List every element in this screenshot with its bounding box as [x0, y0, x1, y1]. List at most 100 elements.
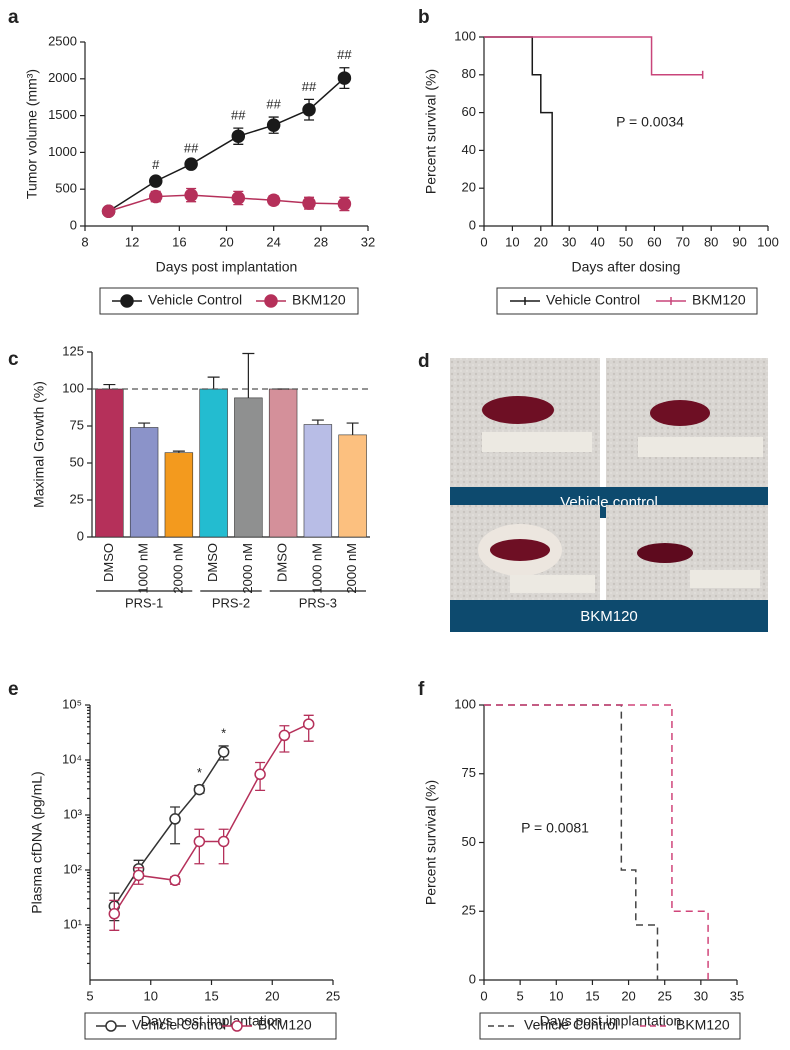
x-tick-label: 28 — [314, 234, 328, 249]
bar — [303, 424, 333, 538]
y-tick-label: 100 — [62, 380, 84, 395]
x-tick-label: 2000 nM — [170, 543, 185, 594]
ruler — [638, 437, 763, 457]
bar — [129, 427, 159, 538]
legend-label: Vehicle Control — [546, 292, 640, 308]
y-tick-label: 2500 — [48, 33, 77, 48]
data-point — [302, 102, 316, 117]
survival-curve — [484, 704, 659, 980]
x-axis-label: Days post implantation — [141, 1013, 283, 1029]
data-point — [132, 869, 145, 882]
bar — [164, 452, 194, 538]
y-tick-label: 40 — [462, 142, 476, 157]
panel-letter: e — [8, 679, 19, 700]
x-tick-label: 60 — [647, 234, 661, 249]
x-tick-label: 20 — [621, 988, 635, 1003]
panel-letter: f — [418, 679, 425, 700]
x-tick-label: 40 — [590, 234, 604, 249]
data-point — [231, 129, 246, 143]
x-tick-label: 10 — [144, 988, 158, 1003]
x-tick-label: 2000 nM — [240, 543, 255, 594]
legend-label: BKM120 — [676, 1017, 730, 1033]
caption-banner — [450, 600, 768, 632]
x-tick-label: 70 — [676, 234, 690, 249]
panel-letter: d — [418, 351, 430, 372]
y-tick-label: 20 — [462, 180, 476, 195]
tumor — [637, 543, 693, 563]
x-tick-label: 5 — [86, 988, 93, 1003]
x-axis-label: Days after dosing — [572, 259, 681, 275]
y-tick-label: 0 — [70, 217, 77, 232]
legend-marker — [120, 294, 134, 308]
y-tick-label: 500 — [55, 181, 77, 196]
y-tick-label: 0 — [77, 528, 84, 543]
bar — [234, 397, 263, 538]
legend-label: BKM120 — [258, 1017, 312, 1033]
x-tick-label: 20 — [265, 988, 279, 1003]
y-axis-label: Tumor volume (mm³) — [24, 69, 40, 199]
y-tick-label: 2000 — [48, 70, 77, 85]
x-tick-label: 5 — [517, 988, 524, 1003]
legend — [99, 287, 359, 315]
ruler — [510, 575, 595, 593]
data-point — [337, 197, 352, 211]
y-tick-label: 10⁴ — [62, 751, 82, 766]
significance: * — [221, 725, 226, 740]
x-tick-label: 30 — [562, 234, 576, 249]
bar — [95, 388, 124, 538]
x-tick-label: 25 — [657, 988, 671, 1003]
data-point — [217, 746, 230, 758]
data-point — [101, 204, 116, 219]
y-axis-label: Percent survival (%) — [423, 69, 439, 194]
survival-curve — [484, 36, 703, 76]
error-bar — [172, 450, 185, 453]
legend — [496, 287, 758, 315]
x-tick-label: 100 — [757, 234, 779, 249]
x-tick-label: 15 — [585, 988, 599, 1003]
y-tick-label: 75 — [462, 765, 476, 780]
x-tick-label: 1000 nM — [309, 543, 324, 594]
error-bar — [346, 422, 359, 435]
significance: ## — [184, 141, 199, 156]
significance: ## — [266, 97, 281, 112]
x-tick-label: 50 — [619, 234, 633, 249]
y-tick-label: 10⁵ — [62, 696, 82, 711]
panel-letter: a — [8, 7, 19, 28]
y-tick-label: 100 — [454, 696, 476, 711]
survival-curve — [484, 704, 709, 980]
group-label: PRS-1 — [125, 595, 163, 610]
x-tick-label: 35 — [730, 988, 744, 1003]
bar — [268, 388, 298, 538]
photo-panel: d Vehicle control BKM120 — [418, 351, 768, 632]
legend-label: Vehicle Control — [148, 292, 242, 308]
p-value: P = 0.0034 — [616, 114, 684, 130]
data-point — [217, 835, 230, 848]
y-axis-label: Plasma cfDNA (pg/mL) — [29, 771, 45, 913]
x-tick-label: 8 — [81, 234, 88, 249]
x-tick-label: 32 — [361, 234, 375, 249]
y-tick-label: 0 — [469, 971, 476, 986]
p-value: P = 0.0081 — [521, 820, 589, 836]
legend — [479, 1012, 741, 1040]
significance: * — [197, 765, 202, 780]
x-tick-label: DMSO — [101, 543, 116, 582]
x-tick-label: 90 — [732, 234, 746, 249]
data-point — [184, 157, 198, 171]
tumor — [482, 396, 554, 424]
x-tick-label: 24 — [266, 234, 280, 249]
x-tick-label: DMSO — [275, 543, 290, 582]
series-line — [113, 751, 225, 907]
y-tick-label: 50 — [70, 454, 84, 469]
y-tick-label: 0 — [469, 217, 476, 232]
x-tick-label: 1000 nM — [136, 543, 151, 594]
x-tick-label: 2000 nM — [344, 543, 359, 594]
data-point — [169, 813, 181, 825]
group-label: PRS-2 — [212, 595, 250, 610]
data-point — [193, 835, 206, 848]
legend-label: Vehicle Control — [524, 1017, 618, 1033]
x-tick-label: 80 — [704, 234, 718, 249]
data-point — [302, 718, 315, 730]
tumor — [650, 400, 710, 426]
data-point — [302, 196, 316, 210]
